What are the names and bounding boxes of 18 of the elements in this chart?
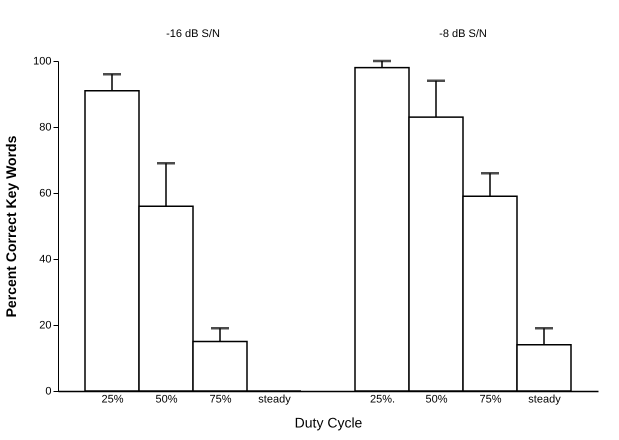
x-axis-title: Duty Cycle [294,414,363,430]
x-tick-label: steady [528,394,562,406]
text: -16 dB S/N [166,28,220,40]
x-tick-label: steady [258,394,292,406]
x-tick-label: 50% [425,394,448,406]
y-tick-label: 60 [39,188,52,200]
x-tick-label: 25%. [370,394,396,406]
y-tick-label: 0 [45,386,52,398]
y-tick-label: 80 [39,122,52,134]
x-tick-label: 75% [209,394,232,406]
x-tick-label: 50% [155,394,178,406]
y-tick-label: 20 [39,320,52,332]
text: -8 dB S/N [439,28,487,40]
x-tick-label: 25% [101,394,124,406]
y-tick-label: 100 [33,56,52,68]
y-axis-title: Percent Correct Key Words [3,135,20,318]
y-tick-label: 40 [39,254,52,266]
x-tick-label: 75% [479,394,502,406]
